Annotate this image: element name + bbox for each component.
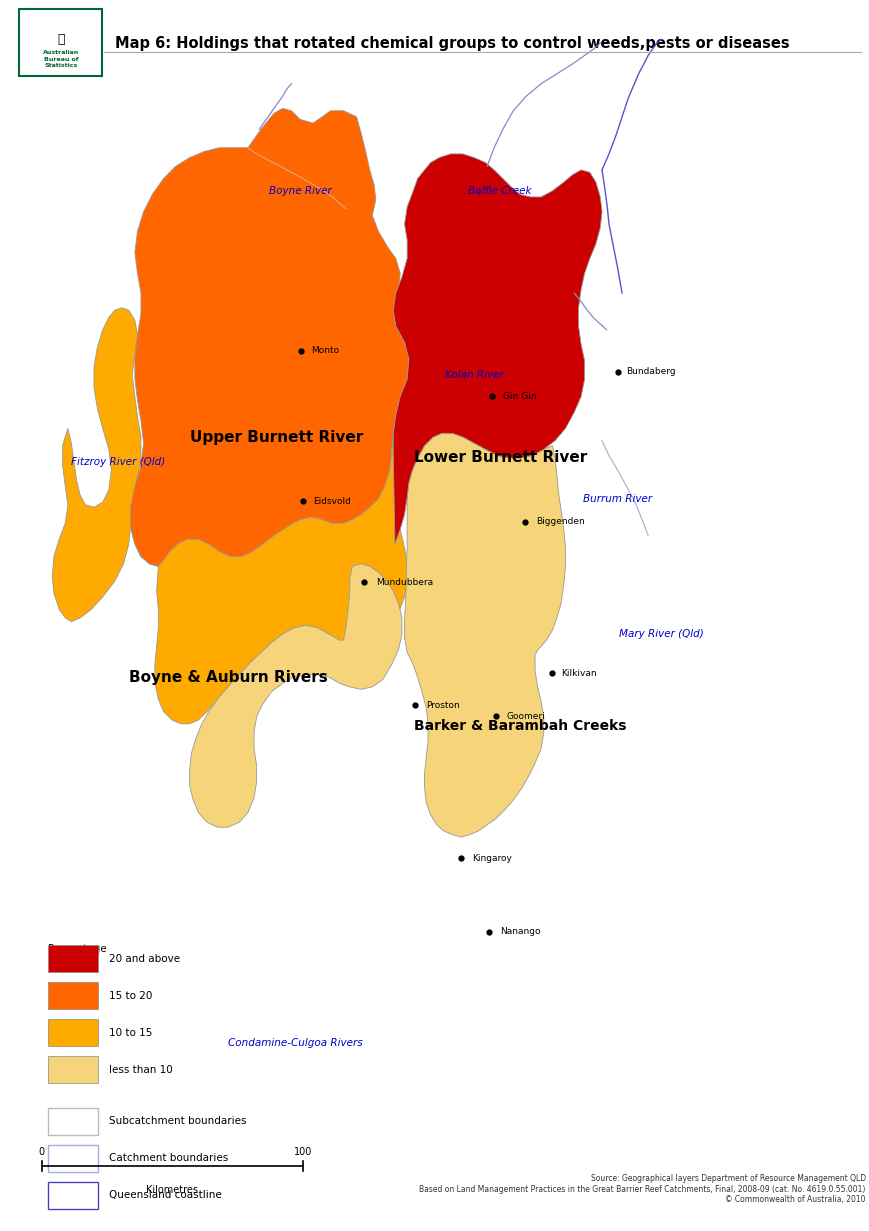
Text: Source: Geographical layers Department of Resource Management QLD
Based on Land : Source: Geographical layers Department o… <box>419 1174 865 1204</box>
FancyBboxPatch shape <box>48 1108 98 1135</box>
FancyBboxPatch shape <box>48 945 98 972</box>
Text: Upper Burnett River: Upper Burnett River <box>189 430 363 444</box>
Text: 100: 100 <box>293 1147 312 1157</box>
Text: Catchment boundaries: Catchment boundaries <box>109 1153 228 1163</box>
Text: Kilometres: Kilometres <box>146 1185 198 1195</box>
FancyBboxPatch shape <box>48 1145 98 1172</box>
FancyBboxPatch shape <box>48 982 98 1009</box>
Text: Queensland coastline: Queensland coastline <box>109 1190 222 1200</box>
Text: 🌿: 🌿 <box>57 33 64 46</box>
Text: Kolan River: Kolan River <box>444 371 503 380</box>
Text: Australian
Bureau of
Statistics: Australian Bureau of Statistics <box>43 50 79 68</box>
Text: Kilkivan: Kilkivan <box>561 668 596 678</box>
FancyBboxPatch shape <box>48 1019 98 1046</box>
Text: Goomeri: Goomeri <box>506 712 545 721</box>
Text: Percentage: Percentage <box>48 944 106 954</box>
Polygon shape <box>404 433 565 837</box>
FancyBboxPatch shape <box>48 1182 98 1209</box>
Text: Boyne River: Boyne River <box>269 186 331 196</box>
Text: Kingaroy: Kingaroy <box>472 853 512 863</box>
Text: 0: 0 <box>38 1147 45 1157</box>
Text: Burrum River: Burrum River <box>582 494 652 503</box>
Polygon shape <box>130 108 408 566</box>
Text: Boyne & Auburn Rivers: Boyne & Auburn Rivers <box>129 670 327 684</box>
Text: Gin Gin: Gin Gin <box>502 391 536 401</box>
Text: Biggenden: Biggenden <box>535 517 584 527</box>
Polygon shape <box>189 564 401 827</box>
Text: Bundaberg: Bundaberg <box>626 367 675 377</box>
Text: Monto: Monto <box>311 346 339 356</box>
Polygon shape <box>52 308 407 724</box>
Polygon shape <box>393 154 601 544</box>
Text: Baffle Creek: Baffle Creek <box>468 186 531 196</box>
Text: Barker & Barambah Creeks: Barker & Barambah Creeks <box>414 719 626 734</box>
Text: Proston: Proston <box>426 700 460 710</box>
Text: Lower Burnett River: Lower Burnett River <box>413 451 587 465</box>
Text: Subcatchment boundaries: Subcatchment boundaries <box>109 1117 246 1126</box>
Text: Fitzroy River (Qld): Fitzroy River (Qld) <box>71 457 165 467</box>
Text: Mary River (Qld): Mary River (Qld) <box>618 629 703 639</box>
Text: 10 to 15: 10 to 15 <box>109 1028 152 1038</box>
Text: Mundubbera: Mundubbera <box>375 577 433 587</box>
Text: 20 and above: 20 and above <box>109 954 180 964</box>
FancyBboxPatch shape <box>48 1056 98 1083</box>
Text: Map 6: Holdings that rotated chemical groups to control weeds,pests or diseases: Map 6: Holdings that rotated chemical gr… <box>115 36 789 50</box>
Text: 15 to 20: 15 to 20 <box>109 991 152 1001</box>
Text: Condamine-Culgoa Rivers: Condamine-Culgoa Rivers <box>229 1038 362 1048</box>
Text: Nanango: Nanango <box>500 927 541 937</box>
Text: Eidsvold: Eidsvold <box>313 496 351 506</box>
Text: less than 10: less than 10 <box>109 1065 172 1075</box>
FancyBboxPatch shape <box>19 9 102 76</box>
